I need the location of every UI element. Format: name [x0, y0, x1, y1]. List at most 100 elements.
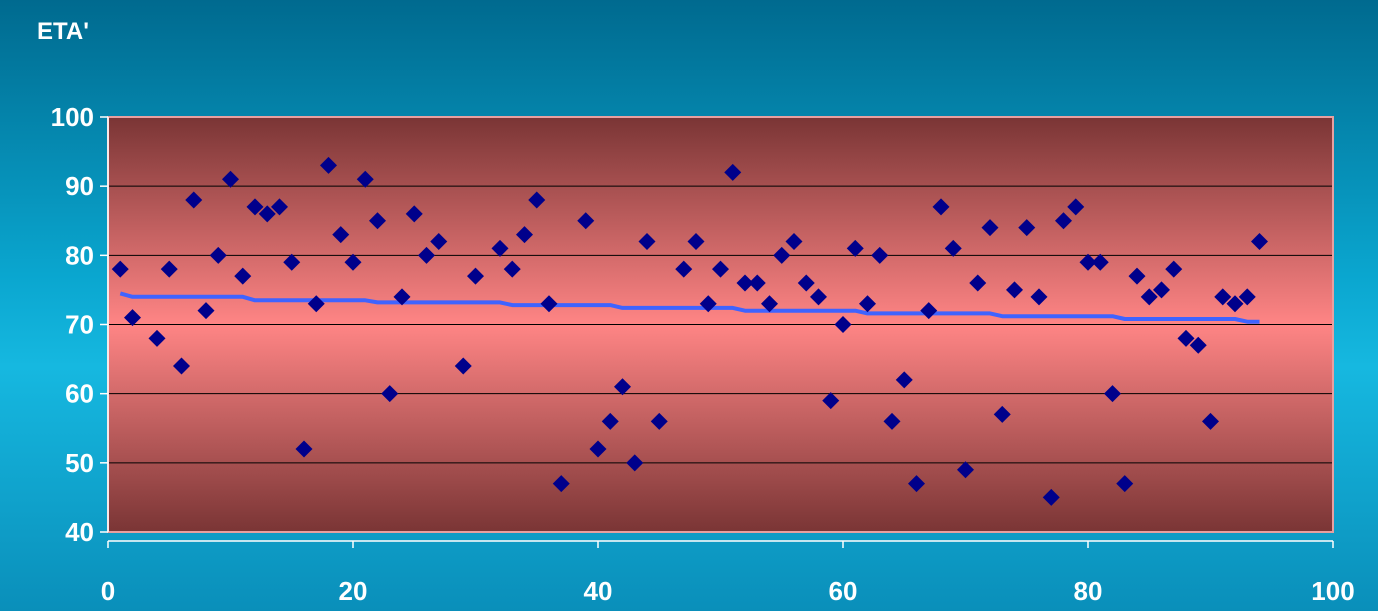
x-tick-label: 40: [584, 576, 613, 606]
data-point-marker: [724, 163, 742, 181]
data-point-marker: [932, 198, 950, 216]
data-point-marker: [1128, 267, 1146, 285]
data-point-marker: [430, 233, 448, 250]
data-point-marker: [454, 357, 472, 375]
data-point-marker: [883, 412, 901, 430]
data-point-marker: [222, 170, 239, 188]
data-point-marker: [675, 260, 693, 278]
y-tick-label: 40: [65, 517, 94, 547]
data-point-marker: [356, 170, 374, 188]
data-point-marker: [1140, 288, 1158, 306]
data-point-marker: [1055, 212, 1072, 230]
data-point-marker: [405, 205, 423, 223]
data-point-marker: [957, 461, 974, 479]
data-point-marker: [540, 295, 558, 313]
data-point-marker: [687, 233, 705, 250]
data-point-marker: [1018, 219, 1036, 237]
data-point-marker: [993, 405, 1011, 423]
y-tick-label: 100: [51, 102, 94, 132]
data-points: [111, 156, 1268, 506]
chart-title: ETA': [37, 18, 89, 45]
data-point-marker: [944, 239, 962, 257]
x-tick-label: 60: [829, 576, 858, 606]
data-point-marker: [552, 475, 570, 493]
data-point-marker: [969, 274, 987, 292]
data-point-marker: [271, 198, 288, 216]
data-point-marker: [1067, 198, 1085, 216]
data-point-marker: [185, 191, 203, 209]
data-point-marker: [1091, 253, 1109, 271]
data-point-marker: [1251, 233, 1268, 250]
y-tick-label: 60: [65, 379, 94, 409]
data-point-marker: [258, 205, 276, 223]
data-point-marker: [834, 316, 852, 333]
data-point-marker: [283, 253, 301, 271]
data-point-marker: [1214, 288, 1232, 306]
x-tick-label: 80: [1074, 576, 1103, 606]
data-point-marker: [160, 260, 178, 278]
data-point-marker: [148, 329, 166, 347]
data-point-marker: [601, 412, 619, 430]
data-point-marker: [577, 212, 595, 230]
x-tick-label: 100: [1311, 576, 1354, 606]
data-point-marker: [748, 274, 766, 292]
data-point-marker: [810, 288, 827, 306]
data-point-marker: [822, 392, 840, 410]
data-point-marker: [785, 233, 803, 250]
data-point-marker: [871, 246, 889, 264]
data-point-marker: [650, 412, 668, 430]
data-point-marker: [528, 191, 546, 209]
axes: 40 50 60 70 80 90 100 0 20 40 60 80 100: [51, 102, 1355, 606]
y-tick-label: 90: [65, 171, 94, 201]
data-point-marker: [320, 156, 337, 174]
data-point-marker: [209, 246, 227, 264]
data-point-marker: [1079, 253, 1097, 271]
data-point-marker: [173, 357, 190, 375]
data-point-marker: [920, 302, 938, 320]
y-tick-label: 50: [65, 448, 94, 478]
data-point-marker: [736, 274, 754, 292]
data-point-marker: [516, 226, 533, 244]
data-point-marker: [638, 233, 656, 250]
data-point-marker: [614, 378, 631, 396]
data-point-marker: [234, 267, 252, 285]
data-point-marker: [197, 302, 215, 320]
data-point-marker: [1165, 260, 1183, 278]
data-point-marker: [1226, 295, 1244, 313]
data-point-marker: [418, 246, 435, 264]
data-point-marker: [797, 274, 815, 292]
y-tick-label: 80: [65, 240, 94, 270]
data-point-marker: [1153, 281, 1170, 299]
data-point-marker: [1238, 288, 1256, 306]
data-point-marker: [626, 454, 644, 472]
x-tick-label: 0: [101, 576, 115, 606]
data-point-marker: [908, 475, 925, 493]
data-point-marker: [1177, 329, 1195, 347]
data-point-marker: [393, 288, 411, 306]
trend-line-layer: [119, 291, 1260, 324]
data-point-marker: [381, 385, 399, 403]
data-point-marker: [307, 295, 325, 313]
data-point-marker: [1116, 475, 1134, 493]
data-point-marker: [589, 440, 607, 458]
data-point-marker: [491, 239, 509, 257]
data-point-marker: [246, 198, 264, 216]
data-point-marker: [467, 267, 484, 285]
data-point-marker: [1202, 412, 1219, 430]
data-point-marker: [369, 212, 386, 230]
data-point-marker: [1042, 488, 1060, 506]
data-point-marker: [1189, 336, 1207, 354]
data-point-marker: [712, 260, 729, 278]
data-point-marker: [773, 246, 791, 264]
data-point-marker: [503, 260, 521, 278]
trend-line: [119, 291, 1260, 324]
data-point-marker: [295, 440, 313, 458]
data-point-marker: [895, 371, 913, 389]
gridlines: [108, 185, 1333, 464]
data-point-marker: [124, 309, 141, 327]
data-point-marker: [344, 253, 362, 271]
data-point-marker: [846, 239, 864, 257]
data-point-marker: [981, 219, 999, 237]
data-point-marker: [1030, 288, 1048, 306]
